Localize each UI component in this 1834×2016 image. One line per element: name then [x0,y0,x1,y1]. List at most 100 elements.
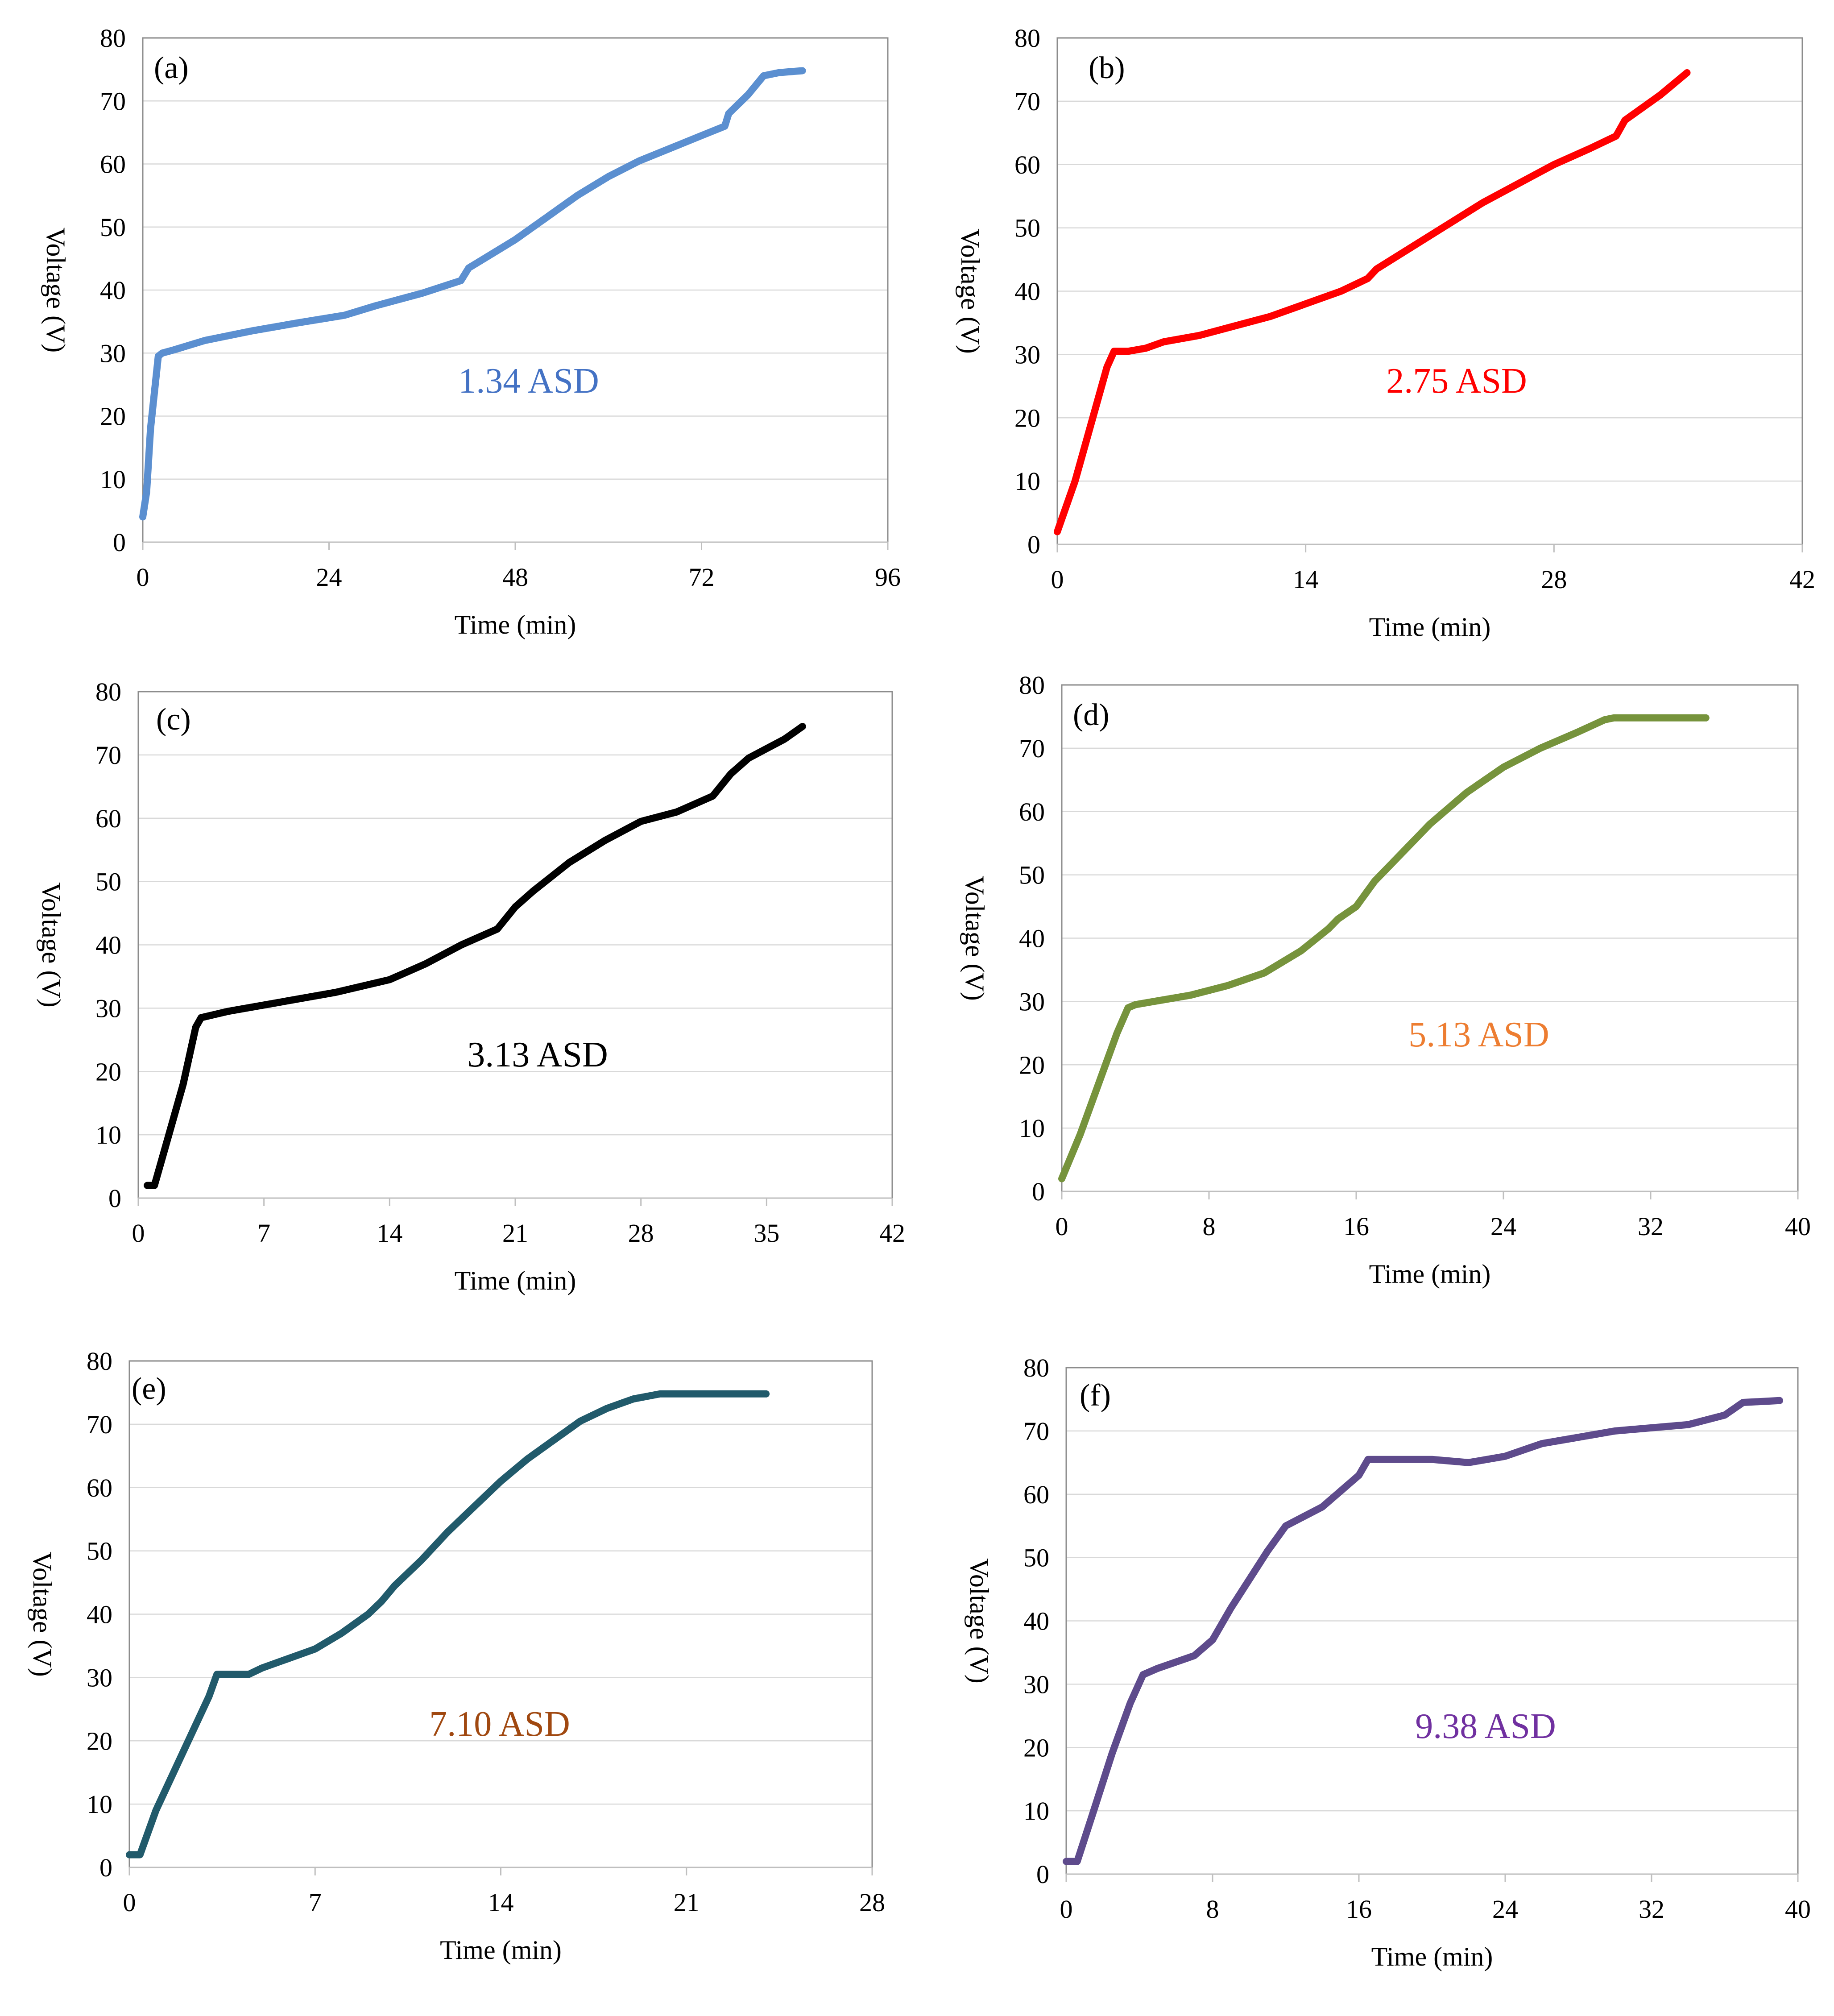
y-tick-label: 70 [100,87,126,116]
y-tick-label: 30 [1019,987,1045,1016]
x-tick-label: 0 [1060,1895,1073,1924]
y-tick-label: 30 [1014,340,1040,369]
x-tick-label: 42 [1789,565,1815,594]
x-tick-label: 32 [1638,1212,1664,1241]
x-tick-label: 7 [257,1219,270,1248]
y-axis-label: Voltage (V) [41,228,70,353]
current-density-annotation: 5.13 ASD [1408,1015,1549,1054]
y-tick-label: 30 [87,1663,112,1692]
x-axis-label: Time (min) [1369,1259,1491,1289]
y-tick-label: 70 [95,741,121,770]
series-line-7-10-asd [126,1390,770,1858]
y-tick-label: 0 [1036,1860,1049,1889]
y-tick-label: 50 [1023,1543,1049,1572]
x-tick-label: 35 [753,1219,779,1248]
y-tick-label: 10 [95,1120,121,1149]
chart-panel-b: 0 10 20 30 40 50 60 70 80 0 14 28 42 Time (min) Voltag… [956,24,1815,642]
y-axis-label: Voltage (V) [37,882,66,1008]
x-tick-label: 0 [1056,1212,1068,1241]
x-axis-label: Time (min) [455,610,576,639]
y-tick-label: 70 [87,1410,112,1439]
y-tick-label: 40 [87,1600,112,1629]
current-density-annotation: 9.38 ASD [1415,1707,1556,1746]
series-line-5-13-asd [1058,714,1710,1182]
x-axis-label: Time (min) [1369,612,1491,642]
y-tick-label: 60 [100,150,126,179]
y-tick-label: 10 [100,465,126,494]
x-tick-label: 42 [879,1219,905,1248]
x-tick-label: 32 [1639,1895,1664,1924]
x-tick-label: 16 [1346,1895,1372,1924]
panel-label: (d) [1073,698,1110,732]
y-tick-label: 10 [1019,1114,1045,1143]
x-tick-label: 21 [502,1219,528,1248]
y-tick-label: 80 [1014,24,1040,53]
y-tick-label: 50 [87,1537,112,1566]
y-tick-label: 40 [1023,1607,1049,1636]
x-tick-label: 14 [377,1219,402,1248]
y-tick-label: 20 [87,1726,112,1755]
x-tick-label: 0 [137,563,149,592]
x-tick-label: 14 [1293,565,1319,594]
x-tick-label: 28 [859,1888,885,1917]
y-tick-label: 30 [100,339,126,368]
x-tick-label: 16 [1343,1212,1369,1241]
x-tick-label: 40 [1785,1895,1811,1924]
y-tick-label: 50 [100,213,126,242]
y-tick-label: 60 [95,804,121,833]
x-axis-label: Time (min) [1371,1942,1493,1971]
y-tick-label: 40 [1014,277,1040,306]
x-tick-label: 0 [1051,565,1064,594]
y-tick-label: 70 [1023,1417,1049,1446]
y-tick-label: 50 [95,867,121,896]
x-tick-label: 0 [132,1219,145,1248]
y-tick-label: 80 [87,1347,112,1376]
x-tick-label: 72 [689,563,715,592]
panel-label: (b) [1089,51,1125,85]
x-tick-label: 8 [1206,1895,1219,1924]
x-tick-label: 28 [628,1219,654,1248]
y-tick-label: 10 [1023,1796,1049,1825]
x-tick-label: 24 [316,563,342,592]
x-axis-label: Time (min) [455,1266,576,1295]
y-tick-label: 0 [1032,1177,1045,1206]
chart-panel-c: 0 10 20 30 40 50 60 70 80 0 7 14 21 28 35 42 Time (min) V… [37,677,905,1295]
y-tick-label: 0 [1027,530,1040,559]
y-axis-label: Voltage (V) [960,875,989,1001]
x-tick-label: 96 [875,563,901,592]
y-tick-label: 50 [1014,214,1040,243]
current-density-annotation: 3.13 ASD [467,1035,608,1074]
y-tick-label: 0 [113,528,126,557]
y-tick-label: 70 [1014,87,1040,116]
y-tick-label: 10 [1014,467,1040,496]
y-tick-label: 60 [1014,150,1040,179]
y-tick-label: 0 [99,1853,112,1882]
y-tick-label: 60 [1019,797,1045,826]
y-tick-label: 20 [1014,403,1040,432]
y-tick-label: 80 [1019,671,1045,700]
x-tick-label: 24 [1492,1895,1518,1924]
panel-label: (c) [156,702,191,737]
y-axis-label: Voltage (V) [956,228,985,354]
panel-label: (e) [132,1372,166,1406]
y-tick-label: 60 [87,1473,112,1502]
y-tick-label: 40 [1019,924,1045,953]
y-axis-label: Voltage (V) [965,1558,994,1684]
x-axis-label: Time (min) [440,1935,562,1965]
y-tick-label: 40 [95,931,121,960]
current-density-annotation: 2.75 ASD [1386,361,1527,401]
y-tick-label: 80 [100,24,126,53]
y-tick-label: 70 [1019,734,1045,763]
y-tick-label: 10 [87,1790,112,1819]
y-tick-label: 50 [1019,861,1045,890]
y-tick-label: 80 [1023,1353,1049,1382]
x-tick-label: 24 [1490,1212,1516,1241]
y-tick-label: 60 [1023,1480,1049,1509]
y-tick-label: 30 [95,994,121,1023]
x-tick-label: 28 [1541,565,1567,594]
series-line-3-13-asd [144,723,806,1189]
x-tick-label: 0 [123,1888,136,1917]
y-tick-label: 20 [95,1057,121,1086]
y-tick-label: 30 [1023,1670,1049,1699]
